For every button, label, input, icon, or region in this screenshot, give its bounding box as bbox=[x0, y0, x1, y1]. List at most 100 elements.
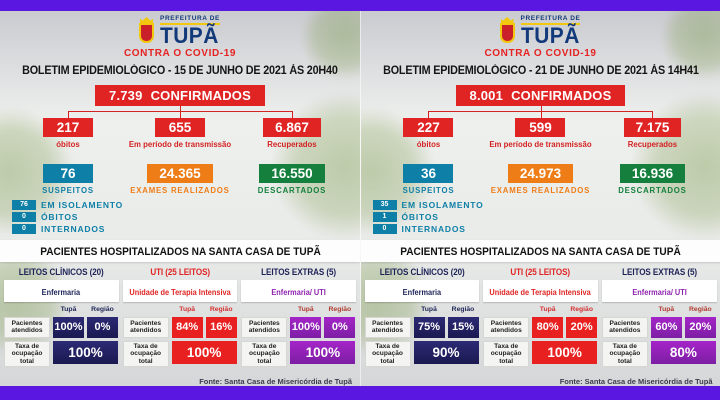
city-logo: PREFEITURA DE TUPÃ bbox=[499, 15, 583, 47]
clinical-beds-table: Tupã Região Pacientes atendidos 100% 0% … bbox=[4, 305, 119, 367]
recovered-label: Recuperados bbox=[627, 139, 678, 149]
extra-beds-subheader: Enfermaria/ UTI bbox=[601, 279, 717, 302]
tupa-column-label: Tupã bbox=[179, 305, 196, 313]
region-column-label: Região bbox=[570, 305, 593, 313]
discarded-cell: 16.936 DESCARTADOS bbox=[596, 163, 708, 195]
suspects-label: SUSPEITOS bbox=[42, 185, 94, 195]
extra-beds-header: LEITOS EXTRAS (5) bbox=[621, 266, 697, 277]
patients-served-region: 0% bbox=[324, 316, 356, 338]
exams-label: EXAMES REALIZADOS bbox=[130, 185, 230, 195]
discarded-label: DESCARTADOS bbox=[257, 185, 327, 195]
hospital-section-title-bar: PACIENTES HOSPITALIZADOS NA SANTA CASA D… bbox=[361, 239, 720, 262]
clinical-beds-column: LEITOS CLÍNICOS (20) Enfermaria Tupã Reg… bbox=[4, 267, 119, 367]
exams-label: EXAMES REALIZADOS bbox=[490, 185, 591, 195]
tupa-column-label: Tupã bbox=[539, 305, 556, 313]
occupancy-rate-label: Taxa de ocupação total bbox=[4, 340, 50, 367]
patients-served-region: 0% bbox=[87, 316, 118, 338]
tupa-column-label: Tupã bbox=[297, 305, 314, 313]
patients-served-region: 20% bbox=[684, 316, 716, 338]
hospitalized-value: 0 bbox=[372, 223, 397, 234]
exams-value: 24.973 bbox=[507, 163, 574, 183]
extra-beds-column: LEITOS EXTRAS (5) Enfermaria/ UTI Tupã R… bbox=[241, 267, 357, 367]
patients-served-label: Pacientes atendidos bbox=[483, 316, 530, 338]
bottom-purple-bar bbox=[0, 386, 720, 400]
suspects-cell: 36 SUSPEITOS bbox=[373, 163, 485, 195]
hospitalized-row: 0 INTERNADOS bbox=[12, 223, 348, 234]
confirmed-value: 7.739 bbox=[109, 88, 143, 103]
patients-served-tupa: 100% bbox=[290, 316, 322, 338]
transmission-label: Em período de transmissão bbox=[489, 139, 592, 149]
confirmed-breakdown: 227 óbitos 599 Em período de transmissão… bbox=[373, 117, 709, 149]
clinical-beds-subheader: Enfermaria bbox=[4, 279, 119, 302]
recovered-label: Recuperados bbox=[267, 139, 317, 149]
occupancy-rate-value: 80% bbox=[650, 340, 716, 364]
patients-served-region: 16% bbox=[205, 316, 237, 338]
connector-tree bbox=[373, 106, 709, 120]
patients-served-label: Pacientes atendidos bbox=[241, 316, 288, 338]
icu-beds-subheader: Unidade de Terapia Intensiva bbox=[483, 279, 598, 302]
occupancy-rate-value: 100% bbox=[53, 340, 118, 364]
tupa-column-label: Tupã bbox=[60, 305, 77, 313]
isolation-value: 35 bbox=[372, 199, 397, 210]
patients-served-region: 15% bbox=[447, 316, 479, 338]
clinical-beds-table: Tupã Região Pacientes atendidos 75% 15% … bbox=[364, 305, 480, 367]
deaths-label: óbitos bbox=[56, 139, 80, 149]
exams-cell: 24.973 EXAMES REALIZADOS bbox=[484, 163, 596, 195]
testing-stats: 76 SUSPEITOS 24.365 EXAMES REALIZADOS 16… bbox=[12, 163, 348, 195]
patients-served-tupa: 84% bbox=[171, 316, 203, 338]
connector-tree bbox=[12, 106, 348, 120]
logo-prefeitura-text: PREFEITURA DE bbox=[520, 15, 581, 25]
extra-beds-subheader: Enfermaria/ UTI bbox=[241, 279, 357, 302]
occupancy-rate-label: Taxa de ocupação total bbox=[122, 340, 169, 367]
discarded-value: 16.936 bbox=[619, 163, 686, 183]
deaths-cell: 217 óbitos bbox=[12, 117, 124, 149]
extra-beds-table: Tupã Região Pacientes atendidos 60% 20% … bbox=[601, 305, 717, 367]
region-column-label: Região bbox=[209, 305, 233, 313]
testing-stats: 36 SUSPEITOS 24.973 EXAMES REALIZADOS 16… bbox=[373, 163, 709, 195]
transmission-cell: 655 Em período de transmissão bbox=[124, 117, 236, 149]
region-column-label: Região bbox=[689, 305, 712, 313]
occupancy-rate-label: Taxa de ocupação total bbox=[241, 340, 288, 367]
suspects-detail-list: 76 EM ISOLAMENTO 0 ÓBITOS 0 INTERNADOS bbox=[12, 199, 348, 234]
logo-text: PREFEITURA DE TUPÃ bbox=[520, 15, 583, 47]
suspect-deaths-label: ÓBITOS bbox=[401, 211, 439, 222]
patients-served-label: Pacientes atendidos bbox=[4, 316, 50, 338]
patients-served-tupa: 100% bbox=[53, 316, 84, 338]
icu-beds-table: Tupã Região Pacientes atendidos 80% 20% … bbox=[483, 305, 598, 367]
suspect-deaths-value: 1 bbox=[372, 211, 397, 222]
icu-beds-column: UTI (25 LEITOS) Unidade de Terapia Inten… bbox=[483, 267, 598, 367]
top-purple-bar bbox=[0, 0, 720, 11]
patients-served-tupa: 60% bbox=[650, 316, 682, 338]
isolation-row: 76 EM ISOLAMENTO bbox=[12, 199, 348, 210]
region-column-label: Região bbox=[328, 305, 352, 313]
hospitalized-value: 0 bbox=[12, 223, 36, 234]
discarded-cell: 16.550 DESCARTADOS bbox=[236, 163, 348, 195]
hospitalized-label: INTERNADOS bbox=[41, 223, 106, 234]
occupancy-rate-label: Taxa de ocupação total bbox=[364, 340, 411, 367]
confirmed-box: 7.739 CONFIRMADOS bbox=[95, 85, 265, 106]
discarded-label: DESCARTADOS bbox=[618, 185, 687, 195]
occupancy-rate-value: 100% bbox=[532, 340, 598, 364]
transmission-label: Em período de transmissão bbox=[128, 139, 232, 149]
bulletin-panel: PREFEITURA DE TUPÃ CONTRA O COVID-19 BOL… bbox=[360, 11, 720, 386]
isolation-value: 76 bbox=[12, 199, 36, 210]
clinical-beds-subheader: Enfermaria bbox=[364, 279, 480, 302]
deaths-value: 227 bbox=[403, 117, 454, 137]
patients-served-tupa: 80% bbox=[532, 316, 564, 338]
city-crest-icon bbox=[499, 17, 516, 45]
hospital-section-title-bar: PACIENTES HOSPITALIZADOS NA SANTA CASA D… bbox=[0, 239, 360, 262]
bulletin-panel: PREFEITURA DE TUPÃ CONTRA O COVID-19 BOL… bbox=[0, 11, 360, 386]
occupancy-rate-value: 90% bbox=[413, 340, 479, 364]
logo-city-name: TUPÃ bbox=[160, 23, 219, 48]
recovered-cell: 7.175 Recuperados bbox=[596, 117, 708, 149]
confirmed-label: CONFIRMADOS bbox=[150, 88, 251, 103]
suspect-deaths-label: ÓBITOS bbox=[41, 211, 79, 222]
patients-served-label: Pacientes atendidos bbox=[364, 316, 411, 338]
confirmed-value: 8.001 bbox=[469, 88, 504, 103]
transmission-cell: 599 Em período de transmissão bbox=[484, 117, 596, 149]
region-column-label: Região bbox=[451, 305, 475, 313]
confirmed-label: CONFIRMADOS bbox=[511, 88, 612, 103]
logo-prefeitura-text: PREFEITURA DE bbox=[160, 15, 220, 25]
icu-beds-column: UTI (25 LEITOS) Unidade de Terapia Inten… bbox=[122, 267, 238, 367]
suspect-deaths-value: 0 bbox=[12, 211, 36, 222]
